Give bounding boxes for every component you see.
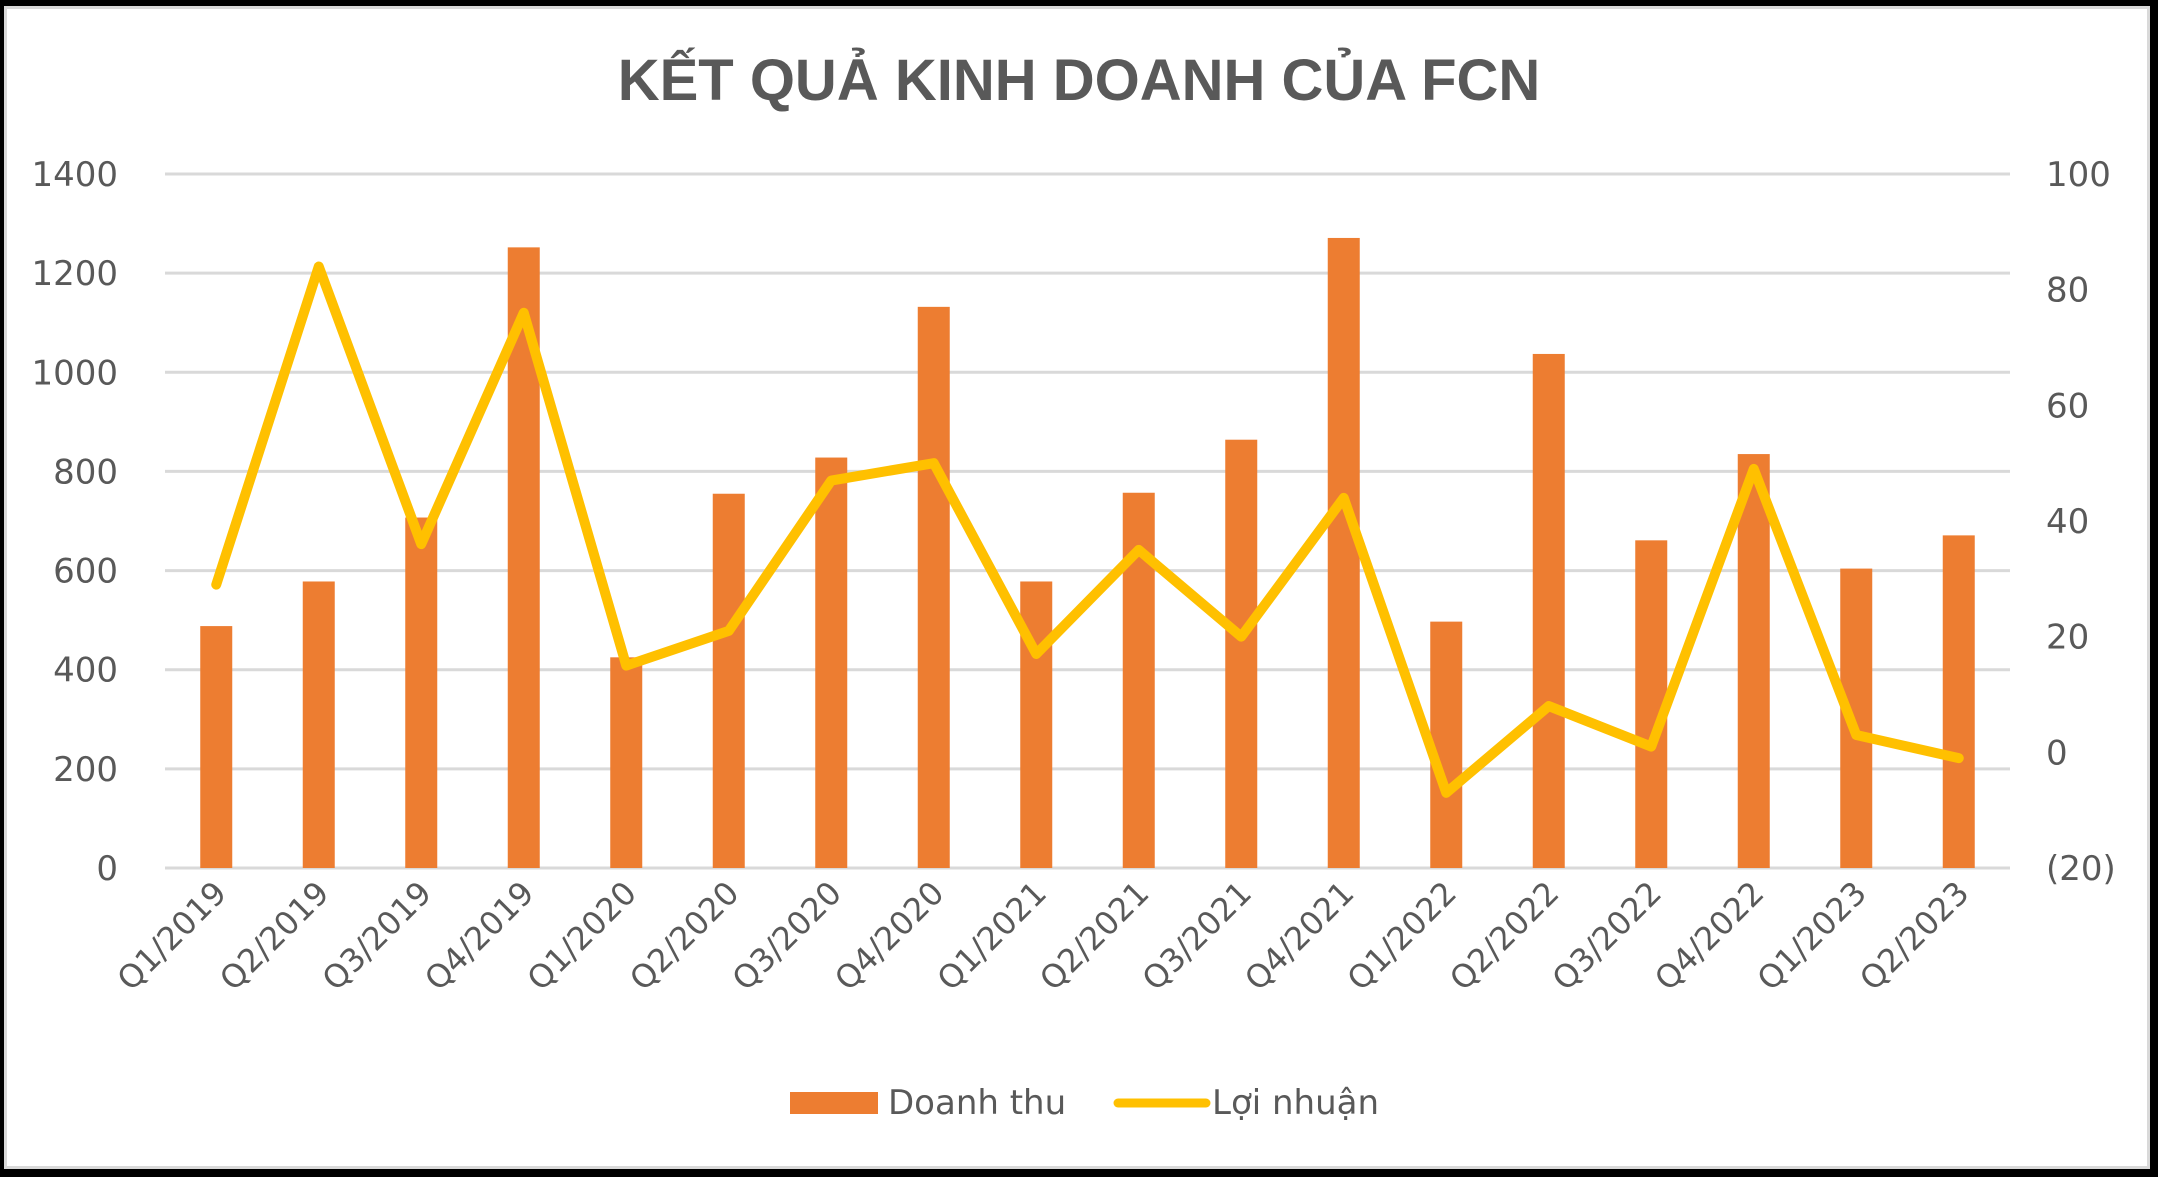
left-tick-label: 200 [53,750,118,790]
x-tick-label: Q3/2022 [1545,874,1669,998]
x-tick-label: Q2/2021 [1032,874,1156,998]
right-axis: 100 80 60 40 20 0 (20) [2046,155,2116,889]
right-tick-label: 40 [2046,502,2089,542]
bar [917,306,950,868]
right-tick-label: 60 [2046,386,2089,426]
x-tick-label: Q3/2020 [725,874,849,998]
x-tick-label: Q4/2022 [1647,874,1771,998]
profit-line [211,261,1964,798]
bar [405,517,438,868]
right-tick-label: 20 [2046,618,2089,658]
x-tick-label: Q1/2023 [1750,874,1874,998]
x-axis: Q1/2019Q2/2019Q3/2019Q4/2019Q1/2020Q2/20… [110,874,1977,998]
x-tick-label: Q2/2020 [622,874,746,998]
left-tick-label: 1000 [31,353,118,393]
bar [1737,454,1770,868]
x-tick-label: Q2/2023 [1852,874,1976,998]
right-tick-label: 100 [2046,155,2111,195]
right-tick-label: 0 [2046,733,2068,773]
chart-title: KẾT QUẢ KINH DOANH CỦA FCN [618,48,1541,113]
left-tick-label: 1200 [31,254,118,294]
bar [1327,237,1360,868]
x-tick-label: Q1/2020 [520,874,644,998]
bar [712,493,745,868]
x-tick-label: Q1/2021 [930,874,1054,998]
x-tick-label: Q2/2019 [212,874,336,998]
x-tick-label: Q3/2019 [315,874,439,998]
chart-frame [4,6,2150,1169]
x-tick-label: Q4/2021 [1237,874,1361,998]
bar [610,657,643,868]
left-tick-label: 0 [96,849,118,889]
left-tick-label: 800 [53,452,118,492]
bar [1430,621,1463,868]
bar [1942,535,1975,868]
left-tick-label: 600 [53,552,118,592]
right-tick-label: (20) [2046,849,2116,889]
left-tick-label: 1400 [31,155,118,195]
line-series-loi-nhuan [211,261,1964,798]
gridlines [165,172,2010,870]
left-axis: 1400 1200 1000 800 600 400 200 0 [31,155,118,889]
x-tick-label: Q1/2019 [110,874,234,998]
bar [1225,439,1258,868]
x-tick-label: Q4/2020 [827,874,951,998]
right-tick-label: 80 [2046,271,2089,311]
bar [200,626,233,868]
legend-bar-swatch [790,1092,878,1114]
bar [302,581,335,868]
x-tick-label: Q2/2022 [1442,874,1566,998]
legend: Doanh thu Lợi nhuận [790,1083,1379,1123]
bar [1532,353,1565,868]
legend-bar-label: Doanh thu [888,1083,1066,1123]
x-tick-label: Q3/2021 [1135,874,1259,998]
legend-line-label: Lợi nhuận [1212,1083,1379,1123]
x-tick-label: Q1/2022 [1340,874,1464,998]
x-tick-label: Q4/2019 [417,874,541,998]
left-tick-label: 400 [53,651,118,691]
bar [815,457,848,868]
bar-series-doanh-thu [200,237,1975,868]
